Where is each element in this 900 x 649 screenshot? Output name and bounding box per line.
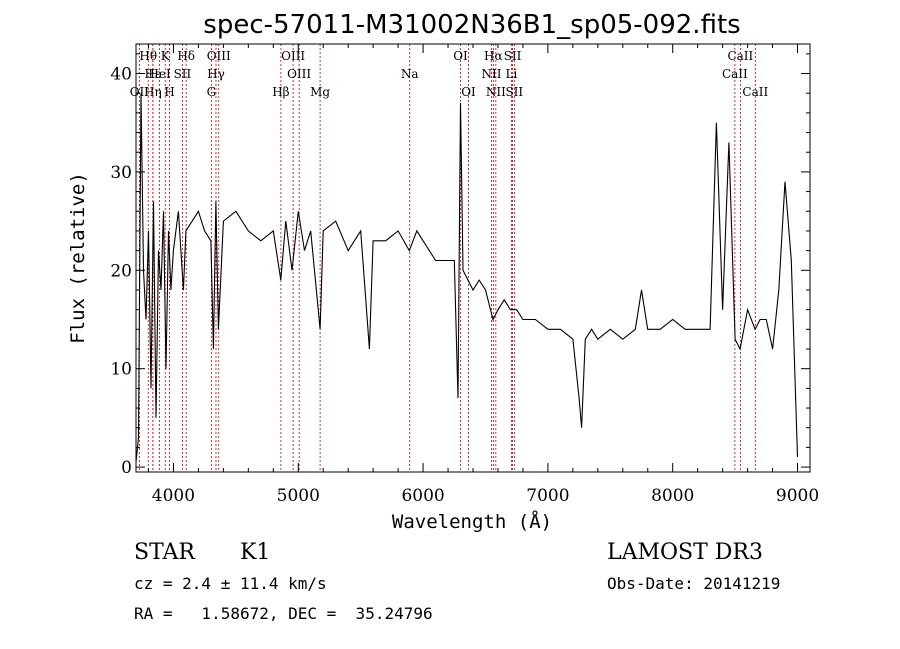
y-tick-label: 10 xyxy=(110,360,132,380)
line-label: OI xyxy=(453,49,468,63)
line-label: OI xyxy=(461,85,476,99)
line-label: Hη xyxy=(144,85,162,99)
obs-date: Obs-Date: 20141219 xyxy=(607,574,781,593)
line-label: H xyxy=(164,85,174,99)
object-subclass: K1 xyxy=(240,540,271,565)
line-label: SII xyxy=(504,49,522,63)
line-label: SII xyxy=(505,85,523,99)
survey-name: LAMOST DR3 xyxy=(607,540,763,565)
line-label: OIII xyxy=(207,49,231,63)
line-label: K xyxy=(161,49,171,63)
x-tick-label: 5000 xyxy=(277,486,320,506)
x-tick-label: 6000 xyxy=(401,486,444,506)
line-label: Hε xyxy=(145,67,162,81)
x-tick-label: 9000 xyxy=(776,486,819,506)
line-label: Hθ xyxy=(139,49,157,63)
line-label: Li xyxy=(506,67,518,81)
line-label: CaII xyxy=(742,85,768,99)
line-label: Hδ xyxy=(177,49,195,63)
x-axis-label: Wavelength (Å) xyxy=(392,510,552,533)
x-tick-label: 8000 xyxy=(651,486,694,506)
chart-title: spec-57011-M31002N36B1_sp05-092.fits xyxy=(203,10,740,40)
line-label: Hα xyxy=(484,49,503,63)
line-label: NII xyxy=(486,85,506,99)
line-label: NII xyxy=(481,67,501,81)
line-markers xyxy=(138,44,756,472)
y-tick-label: 30 xyxy=(110,163,132,183)
line-label: Hγ xyxy=(207,67,225,81)
line-label: Na xyxy=(401,67,419,81)
y-tick-label: 0 xyxy=(121,458,132,478)
line-label: Hβ xyxy=(272,85,289,99)
line-label: CaII xyxy=(727,49,753,63)
line-label: SII xyxy=(174,67,192,81)
x-tick-label: 7000 xyxy=(526,486,569,506)
redshift-cz: cz = 2.4 ± 11.4 km/s xyxy=(134,574,327,593)
line-label: OIII xyxy=(287,67,311,81)
y-axis: 0 10 20 30 40 xyxy=(110,53,810,478)
y-tick-label: 40 xyxy=(110,65,132,85)
object-class: STAR xyxy=(134,540,195,565)
x-axis: 4000 5000 6000 7000 8000 9000 xyxy=(147,44,819,506)
y-tick-label: 20 xyxy=(110,261,132,281)
spectrum-line xyxy=(135,93,799,463)
line-label: CaII xyxy=(722,67,748,81)
x-tick-label: 4000 xyxy=(152,486,195,506)
coordinates: RA = 1.58672, DEC = 35.24796 xyxy=(134,604,433,623)
plot-frame xyxy=(135,43,811,473)
y-axis-label: Flux (relative) xyxy=(67,172,89,344)
line-label: G xyxy=(207,85,217,99)
line-label: OII xyxy=(130,85,150,99)
line-label: HeI xyxy=(148,67,171,81)
line-label: Mg xyxy=(310,85,330,99)
line-label: OIII xyxy=(281,49,305,63)
